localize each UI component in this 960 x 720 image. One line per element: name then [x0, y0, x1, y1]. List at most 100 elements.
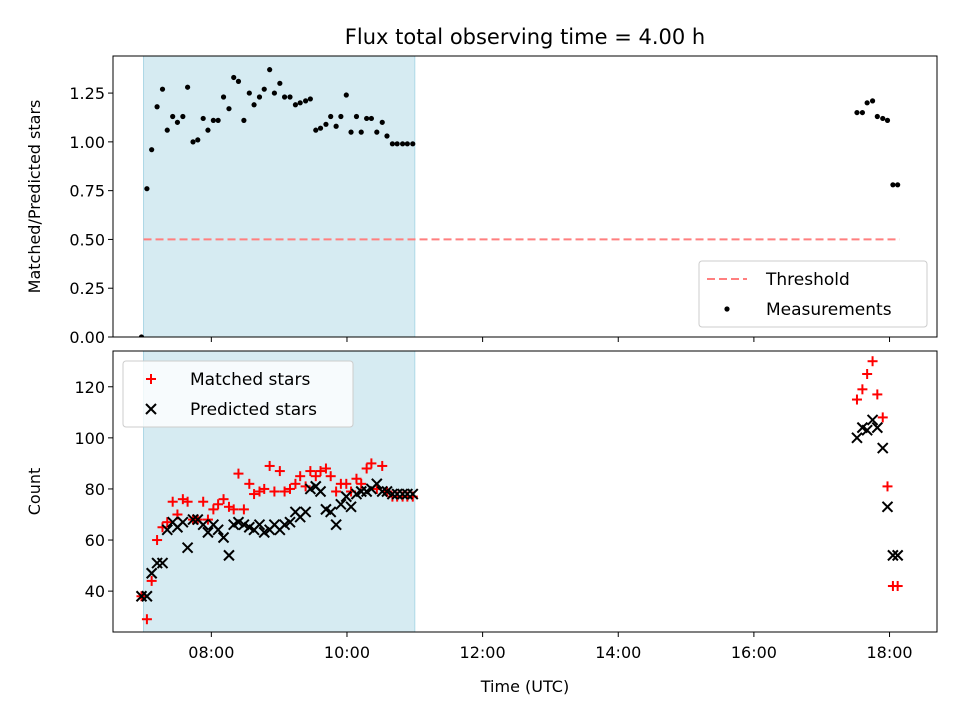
measurement-point — [389, 141, 396, 147]
measurement-point — [379, 119, 385, 125]
axes-frame — [112, 350, 938, 633]
measurement-point — [884, 117, 891, 123]
matched-star-point — [882, 481, 893, 492]
predicted-star-point-b — [320, 503, 332, 516]
measurement-point — [323, 121, 329, 127]
predicted-star-point — [851, 432, 863, 444]
matched-star-point — [213, 499, 224, 510]
predicted-star-point-b — [866, 414, 879, 426]
measurement-point — [231, 74, 237, 81]
matched-star-point — [198, 496, 209, 507]
measurement-point — [159, 86, 166, 92]
predicted-star-point-b — [407, 488, 419, 500]
measurement-point — [180, 113, 186, 120]
predicted-star-point — [335, 498, 347, 510]
measurement-point — [170, 113, 176, 120]
measurement-point — [399, 141, 406, 147]
matched-star-point — [141, 614, 152, 625]
y-tick-label: 0.75 — [69, 182, 105, 201]
predicted-star-point-b — [202, 526, 214, 539]
predicted-star-point — [284, 516, 296, 528]
chart-title: Flux total observing time = 4.00 h — [345, 25, 705, 49]
predicted-star-point-b — [871, 421, 884, 434]
predicted-star-point — [407, 488, 419, 500]
matched-star-point — [892, 581, 903, 592]
measurement-point — [174, 119, 181, 125]
predicted-star-point-b — [284, 516, 296, 528]
plot-area — [138, 56, 901, 337]
measurement-point — [410, 141, 416, 147]
predicted-star-point-b — [376, 485, 388, 498]
predicted-star-point-b — [238, 519, 250, 531]
predicted-star-point-b — [187, 513, 199, 526]
predicted-star-point-b — [856, 421, 869, 434]
measurement-point — [277, 80, 283, 86]
matched-star-point — [377, 460, 388, 471]
predicted-star-point — [187, 513, 199, 526]
measurement-point — [200, 115, 206, 122]
y-tick-label: 80 — [85, 480, 105, 499]
matched-star-point — [290, 478, 301, 489]
y-tick-label: 1.25 — [69, 84, 105, 103]
measurement-point — [353, 113, 360, 120]
measurement-point — [880, 115, 886, 122]
x-tick-label: 12:00 — [460, 643, 506, 662]
measurement-point — [226, 106, 232, 112]
predicted-star-point — [866, 414, 879, 426]
predicted-star-point-b — [335, 498, 347, 510]
measurement-point — [307, 96, 313, 102]
y-tick-label: 1.00 — [69, 133, 105, 152]
measurement-point — [149, 147, 155, 153]
measurement-point — [368, 115, 374, 122]
x-tick-label: 18:00 — [866, 643, 912, 662]
predicted-star-point-b — [386, 488, 399, 500]
measurement-point — [859, 109, 865, 116]
predicted-star-point — [376, 485, 388, 498]
legend: Threshold Measurements — [698, 260, 928, 328]
predicted-star-point — [396, 488, 409, 500]
panel-1: 0.00 0.25 0.50 0.75 1.00 1.25 Flux total obser… — [25, 25, 938, 347]
measurement-point — [297, 100, 303, 106]
matched-star-point — [233, 468, 244, 479]
legend-box — [698, 260, 928, 328]
y-tick-label: 0.25 — [69, 279, 105, 298]
matched-star-point — [857, 384, 868, 395]
matched-star-point — [851, 394, 862, 405]
matched-star-point — [238, 504, 249, 515]
predicted-star-point-b — [177, 516, 189, 528]
x-tick-label: 16:00 — [731, 643, 777, 662]
y-axis-label: Matched/Predicted stars — [25, 100, 44, 294]
matched-star-point — [152, 535, 163, 546]
predicted-star-point-b — [371, 478, 383, 490]
predicted-star-point-b — [243, 521, 256, 533]
matched-star-point — [351, 473, 362, 484]
measurement-point — [246, 90, 252, 96]
measurement-point — [251, 102, 257, 108]
measurement-point — [364, 115, 370, 122]
measurement-point — [154, 104, 160, 110]
predicted-star-point-b — [161, 524, 173, 536]
predicted-star-point — [324, 506, 337, 518]
predicted-star-point-b — [314, 485, 327, 498]
measurement-point — [313, 127, 319, 133]
predicted-star-point-b — [268, 519, 281, 531]
legend-predicted-swatch-b — [145, 403, 157, 415]
predicted-star-point — [299, 506, 312, 518]
predicted-star-point — [181, 541, 194, 554]
matched-star-point — [269, 486, 280, 497]
predicted-star-point — [177, 516, 189, 528]
predicted-star-point — [891, 549, 904, 562]
predicted-star-point — [371, 478, 383, 490]
y-tick-label: 120 — [74, 378, 105, 397]
measurement-point — [384, 133, 390, 139]
predicted-star-point — [202, 526, 214, 539]
x-tick-label: 10:00 — [324, 643, 370, 662]
matched-star-point — [320, 463, 331, 474]
matched-star-point — [279, 486, 290, 497]
measurement-point — [215, 117, 221, 123]
predicted-star-point — [386, 488, 399, 500]
axes-frame — [112, 55, 938, 338]
predicted-star-point — [145, 567, 158, 579]
measurement-point — [287, 94, 293, 100]
matched-star-point — [872, 389, 883, 400]
